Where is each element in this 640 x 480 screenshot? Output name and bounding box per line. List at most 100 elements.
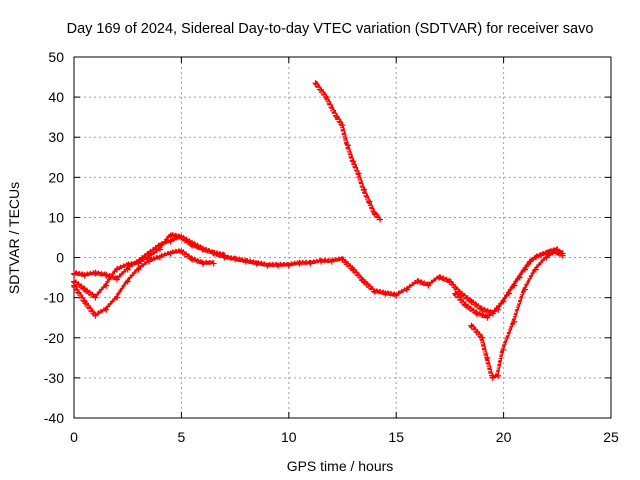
data-point: [81, 286, 88, 293]
data-point: [468, 298, 475, 305]
y-tick-label: 0: [56, 250, 64, 266]
data-point: [414, 278, 421, 285]
series-track-f: [312, 80, 384, 223]
y-tick-label: -20: [44, 330, 64, 346]
data-point: [446, 278, 453, 285]
data-point: [242, 258, 249, 265]
y-tick-label: 20: [48, 169, 64, 185]
data-point: [559, 252, 566, 259]
data-point: [436, 274, 443, 281]
data-point: [124, 262, 131, 269]
data-point: [92, 312, 99, 319]
data-point: [548, 248, 555, 255]
data-point: [371, 288, 378, 295]
series-marker-track: [71, 234, 558, 315]
data-point: [167, 250, 174, 257]
data-point: [484, 314, 491, 321]
data-point: [156, 254, 163, 261]
data-point: [339, 256, 346, 263]
data-point: [307, 260, 314, 267]
data-point: [425, 282, 432, 289]
grid-lines: [74, 57, 611, 418]
data-point: [199, 246, 206, 253]
data-point: [124, 278, 131, 285]
data-point: [382, 290, 389, 297]
data-point: [538, 252, 545, 259]
y-tick-label: 40: [48, 89, 64, 105]
data-marks: [71, 80, 566, 381]
y-tick-label: 30: [48, 129, 64, 145]
data-point: [543, 254, 550, 261]
data-point: [452, 290, 459, 297]
data-point: [253, 260, 260, 267]
data-point: [285, 262, 292, 269]
data-point: [318, 258, 325, 265]
x-tick-label: 0: [70, 429, 78, 445]
data-point: [371, 210, 378, 217]
data-point: [92, 294, 99, 301]
data-point: [199, 260, 206, 267]
data-point: [146, 258, 153, 265]
data-point: [366, 198, 373, 205]
data-point: [532, 266, 539, 273]
data-point: [178, 248, 185, 255]
data-point: [473, 310, 480, 317]
data-point: [167, 232, 174, 239]
axis-ticks: [73, 56, 612, 419]
data-point: [479, 306, 486, 313]
data-point: [457, 290, 464, 297]
x-tick-label: 15: [388, 429, 404, 445]
data-point: [489, 374, 496, 381]
data-point: [312, 80, 319, 87]
data-point: [328, 258, 335, 265]
y-tick-label: 50: [48, 49, 64, 65]
data-point: [468, 322, 475, 329]
x-tick-label: 20: [496, 429, 512, 445]
data-point: [393, 292, 400, 299]
data-point: [81, 272, 88, 279]
data-point: [189, 242, 196, 249]
y-tick-labels: -40 -30 -20 -10 0 10 20 30 40 50: [44, 49, 64, 426]
data-point: [350, 158, 357, 165]
series-track-c: [71, 248, 217, 319]
data-point: [81, 298, 88, 305]
x-tick-label: 10: [281, 429, 297, 445]
data-point: [522, 286, 529, 293]
data-point: [296, 260, 303, 267]
data-point: [495, 306, 502, 313]
data-point: [113, 276, 120, 283]
data-point: [323, 94, 330, 101]
series-track-e: [452, 248, 566, 321]
data-point: [113, 294, 120, 301]
series-marker-track: [71, 232, 225, 298]
data-point: [360, 278, 367, 285]
data-point: [135, 266, 142, 273]
chart-title: Day 169 of 2024, Sidereal Day-to-day VTE…: [67, 21, 594, 37]
series-marker-track: [312, 80, 381, 221]
data-point: [210, 250, 217, 257]
data-point: [350, 266, 357, 273]
data-point: [334, 114, 341, 121]
data-point: [71, 270, 77, 277]
data-point: [505, 290, 512, 297]
series-track-b: [71, 232, 228, 301]
data-point: [103, 282, 110, 289]
data-point: [103, 272, 110, 279]
data-point: [221, 252, 228, 259]
data-point: [516, 274, 523, 281]
x-axis-label: GPS time / hours: [287, 458, 394, 474]
y-tick-label: 10: [48, 209, 64, 225]
y-tick-label: -30: [44, 370, 64, 386]
x-tick-label: 5: [178, 429, 186, 445]
data-point: [377, 216, 384, 223]
data-point: [92, 270, 99, 277]
data-point: [360, 186, 367, 193]
data-point: [511, 318, 518, 325]
data-point: [156, 246, 163, 253]
plot-frame: [73, 56, 612, 419]
data-point: [167, 238, 174, 245]
data-point: [189, 256, 196, 263]
y-axis-label: SDTVAR / TECUs: [6, 182, 22, 294]
data-point: [484, 354, 491, 361]
